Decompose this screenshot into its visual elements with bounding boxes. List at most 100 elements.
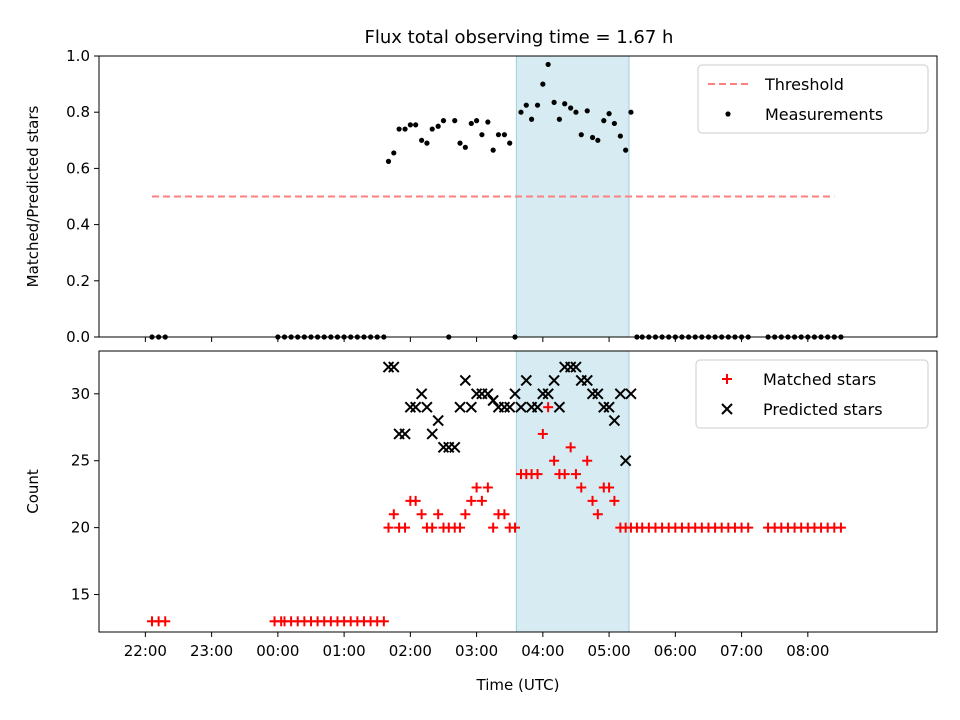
matched-star-point bbox=[160, 616, 171, 627]
measurement-point bbox=[429, 126, 435, 132]
measurement-point bbox=[385, 158, 392, 164]
measurement-point bbox=[407, 122, 413, 128]
matched-star-point bbox=[378, 616, 389, 627]
measurement-point bbox=[518, 109, 524, 115]
measurement-point bbox=[468, 120, 474, 127]
measurement-point bbox=[452, 118, 458, 124]
predicted-star-point bbox=[432, 414, 444, 427]
measurement-point bbox=[424, 140, 430, 146]
predicted-star-point bbox=[608, 414, 621, 427]
predicted-star-point bbox=[465, 401, 478, 413]
matched-star-point bbox=[488, 522, 499, 533]
count-ytick-label: 25 bbox=[71, 452, 90, 470]
legend-measurements-swatch bbox=[725, 111, 731, 117]
predicted-star-point bbox=[548, 374, 560, 387]
matched-star-point bbox=[559, 469, 570, 480]
matched-star-point bbox=[576, 482, 587, 493]
measurement-point bbox=[568, 105, 574, 111]
count-xtick-label: 23:00 bbox=[190, 642, 233, 660]
matched-star-point bbox=[743, 522, 754, 533]
measurement-point bbox=[396, 126, 402, 132]
matched-star-point bbox=[455, 522, 466, 533]
predicted-star-point bbox=[426, 428, 438, 440]
matched-star-point bbox=[476, 495, 487, 506]
ratio-legend-box bbox=[697, 64, 929, 134]
count-panel: 15 20 25 30 22:00 23:00 00:00 01:00 02:00 03:00 04… bbox=[24, 350, 938, 694]
measurement-point bbox=[473, 118, 480, 124]
matched-star-point bbox=[427, 522, 438, 533]
measurement-point bbox=[623, 147, 629, 153]
measurement-point bbox=[584, 108, 590, 114]
measurement-point bbox=[523, 102, 529, 108]
predicted-star-point bbox=[399, 428, 411, 440]
count-xtick-label: 05:00 bbox=[587, 642, 630, 660]
matched-star-point bbox=[549, 455, 560, 466]
matched-star-point bbox=[570, 469, 581, 480]
matched-star-point bbox=[499, 509, 510, 520]
measurement-point bbox=[528, 116, 535, 122]
predicted-star-point bbox=[382, 361, 395, 373]
ratio-ytick-label: 0.2 bbox=[66, 272, 90, 290]
measurement-point bbox=[611, 120, 617, 127]
chart-title: Flux total observing time = 1.67 h bbox=[365, 27, 674, 48]
measurement-point bbox=[457, 140, 463, 146]
matched-star-point bbox=[604, 482, 615, 493]
ratio-ytick-label: 0.4 bbox=[66, 216, 90, 234]
matched-star-point bbox=[466, 495, 477, 506]
predicted-star-point bbox=[437, 441, 450, 454]
predicted-star-point bbox=[421, 401, 433, 413]
matched-star-point bbox=[537, 428, 548, 439]
matched-star-point bbox=[482, 482, 493, 493]
predicted-star-point bbox=[409, 401, 422, 413]
predicted-star-point bbox=[509, 388, 521, 400]
measurement-point bbox=[391, 150, 397, 156]
ratio-axes-frame bbox=[98, 55, 938, 338]
count-xtick-label: 06:00 bbox=[654, 642, 697, 660]
measurement-point bbox=[540, 81, 546, 87]
measurement-point bbox=[495, 132, 502, 138]
measurement-point bbox=[490, 147, 496, 153]
predicted-star-point bbox=[553, 401, 566, 413]
measurement-point bbox=[402, 126, 408, 132]
count-legend: Matched stars Predicted stars bbox=[695, 359, 929, 429]
matched-star-point bbox=[383, 522, 394, 533]
predicted-star-point bbox=[570, 361, 582, 373]
matched-star-point bbox=[416, 509, 427, 520]
measurement-point bbox=[595, 137, 601, 143]
measurement-point bbox=[562, 101, 568, 107]
measurement-point bbox=[556, 116, 563, 122]
measurement-point bbox=[589, 134, 596, 141]
predicted-star-point bbox=[592, 388, 604, 400]
measurement-point bbox=[573, 109, 579, 115]
predicted-star-point bbox=[603, 401, 615, 413]
count-xlabel: Time (UTC) bbox=[476, 676, 560, 694]
predicted-star-point bbox=[619, 455, 632, 467]
legend-matched-label: Matched stars bbox=[763, 370, 876, 389]
count-ytick-label: 20 bbox=[71, 519, 90, 537]
matched-star-point bbox=[587, 495, 598, 506]
count-xtick-label: 02:00 bbox=[389, 642, 432, 660]
measurement-point bbox=[628, 109, 634, 115]
measurement-point bbox=[485, 119, 491, 125]
predicted-star-point bbox=[542, 388, 554, 400]
ratio-panel: 0.0 0.2 0.4 0.6 0.8 1.0 Matched/Predicted star… bbox=[24, 47, 938, 346]
count-xtick-label: 22:00 bbox=[124, 642, 167, 660]
predicted-star-point bbox=[498, 401, 511, 413]
count-ylabel: Count bbox=[24, 469, 42, 514]
measurement-point bbox=[413, 122, 419, 128]
legend-predicted-swatch bbox=[721, 403, 733, 415]
measurement-point bbox=[462, 144, 468, 150]
measurement-point bbox=[551, 99, 557, 105]
predicted-star-point bbox=[581, 374, 593, 387]
predicted-star-point bbox=[531, 401, 544, 413]
ratio-ytick-label: 1.0 bbox=[66, 47, 90, 65]
matched-star-point bbox=[400, 522, 411, 533]
count-ytick-label: 15 bbox=[71, 586, 90, 604]
matched-star-point bbox=[543, 402, 554, 413]
count-xtick-label: 08:00 bbox=[786, 642, 829, 660]
count-highlight-span bbox=[515, 350, 630, 633]
ratio-legend: Threshold Measurements bbox=[697, 64, 929, 134]
ratio-ytick-label: 0.8 bbox=[66, 103, 90, 121]
count-ytick-label: 30 bbox=[71, 385, 90, 403]
predicted-star-point bbox=[449, 441, 461, 454]
